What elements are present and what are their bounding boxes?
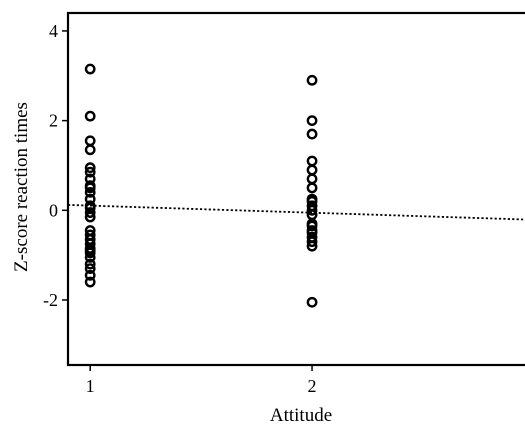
data-point bbox=[84, 166, 96, 178]
data-point bbox=[84, 211, 96, 223]
data-point bbox=[84, 258, 96, 270]
data-point bbox=[306, 182, 318, 194]
y-tick-label: 2 bbox=[49, 111, 58, 131]
data-point bbox=[84, 251, 96, 263]
y-tick-label: 0 bbox=[49, 200, 58, 220]
data-point bbox=[306, 195, 318, 207]
data-point bbox=[84, 110, 96, 122]
data-point bbox=[84, 162, 96, 174]
data-point bbox=[306, 128, 318, 140]
x-tick-label: 1 bbox=[86, 376, 95, 396]
data-point bbox=[306, 220, 318, 232]
data-point bbox=[306, 240, 318, 252]
x-tick-label: 2 bbox=[308, 376, 317, 396]
data-point bbox=[84, 180, 96, 192]
data-point bbox=[84, 269, 96, 281]
y-axis-title: Z-score reaction times bbox=[11, 102, 32, 272]
data-point bbox=[84, 63, 96, 75]
data-point bbox=[306, 164, 318, 176]
data-point bbox=[84, 144, 96, 156]
y-axis: -2 0 2 4 Z-score reaction times bbox=[11, 21, 68, 310]
data-point bbox=[84, 207, 96, 218]
data-point bbox=[84, 247, 96, 259]
x-axis: 1 2 3 Attitude bbox=[86, 365, 332, 426]
data-point bbox=[306, 74, 318, 86]
data-point bbox=[84, 276, 96, 288]
data-point bbox=[306, 296, 318, 308]
data-point bbox=[306, 115, 318, 127]
data-point bbox=[306, 236, 318, 248]
y-tick-label: 4 bbox=[49, 21, 58, 41]
data-point bbox=[306, 155, 318, 167]
data-point bbox=[306, 225, 318, 236]
data-point bbox=[84, 186, 96, 198]
y-tick-label: -2 bbox=[43, 290, 58, 310]
trend-line bbox=[67, 204, 525, 221]
data-points bbox=[84, 63, 318, 308]
data-point bbox=[84, 135, 96, 147]
data-point bbox=[84, 263, 96, 274]
x-axis-title: Attitude bbox=[270, 405, 332, 426]
data-point bbox=[306, 173, 318, 185]
plot-frame bbox=[66, 11, 525, 367]
